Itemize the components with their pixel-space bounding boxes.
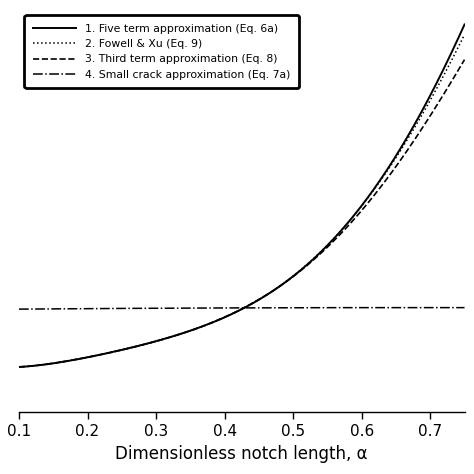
3. Third term approximation (Eq. 8) (192, 326, 198, 332)
2. Fowell & Xu (Eq. 9) (340, 226, 346, 231)
3. Third term approximation (Eq. 8) (340, 229, 346, 235)
1. Five term approximation (Eq. 6a) (462, 22, 467, 27)
3. Third term approximation (Eq. 8) (296, 269, 302, 274)
3. Third term approximation (Eq. 8) (16, 364, 22, 370)
4. Small crack approximation (Eq. 7a) (192, 305, 198, 311)
1. Five term approximation (Eq. 6a) (70, 357, 75, 363)
2. Fowell & Xu (Eq. 9) (296, 268, 302, 274)
4. Small crack approximation (Eq. 7a) (296, 305, 302, 310)
4. Small crack approximation (Eq. 7a) (16, 306, 22, 312)
3. Third term approximation (Eq. 8) (462, 57, 467, 63)
4. Small crack approximation (Eq. 7a) (462, 305, 467, 310)
Line: 2. Fowell & Xu (Eq. 9): 2. Fowell & Xu (Eq. 9) (19, 35, 465, 367)
1. Five term approximation (Eq. 6a) (296, 269, 302, 274)
1. Five term approximation (Eq. 6a) (340, 226, 346, 232)
X-axis label: Dimensionless notch length, α: Dimensionless notch length, α (116, 445, 368, 463)
1. Five term approximation (Eq. 6a) (192, 326, 198, 332)
Line: 1. Five term approximation (Eq. 6a): 1. Five term approximation (Eq. 6a) (19, 25, 465, 367)
3. Third term approximation (Eq. 8) (161, 336, 167, 342)
Line: 4. Small crack approximation (Eq. 7a): 4. Small crack approximation (Eq. 7a) (19, 308, 465, 309)
2. Fowell & Xu (Eq. 9) (161, 336, 167, 342)
2. Fowell & Xu (Eq. 9) (70, 357, 75, 363)
1. Five term approximation (Eq. 6a) (337, 228, 343, 234)
3. Third term approximation (Eq. 8) (70, 357, 75, 363)
4. Small crack approximation (Eq. 7a) (161, 305, 167, 311)
4. Small crack approximation (Eq. 7a) (405, 305, 410, 310)
1. Five term approximation (Eq. 6a) (16, 364, 22, 370)
3. Third term approximation (Eq. 8) (337, 231, 343, 237)
Legend: 1. Five term approximation (Eq. 6a), 2. Fowell & Xu (Eq. 9), 3. Third term appro: 1. Five term approximation (Eq. 6a), 2. … (24, 15, 299, 89)
4. Small crack approximation (Eq. 7a) (340, 305, 346, 310)
Line: 3. Third term approximation (Eq. 8): 3. Third term approximation (Eq. 8) (19, 60, 465, 367)
2. Fowell & Xu (Eq. 9) (16, 364, 22, 370)
1. Five term approximation (Eq. 6a) (161, 336, 167, 342)
2. Fowell & Xu (Eq. 9) (462, 32, 467, 37)
4. Small crack approximation (Eq. 7a) (337, 305, 343, 310)
2. Fowell & Xu (Eq. 9) (192, 326, 198, 332)
4. Small crack approximation (Eq. 7a) (70, 306, 75, 311)
2. Fowell & Xu (Eq. 9) (337, 228, 343, 234)
